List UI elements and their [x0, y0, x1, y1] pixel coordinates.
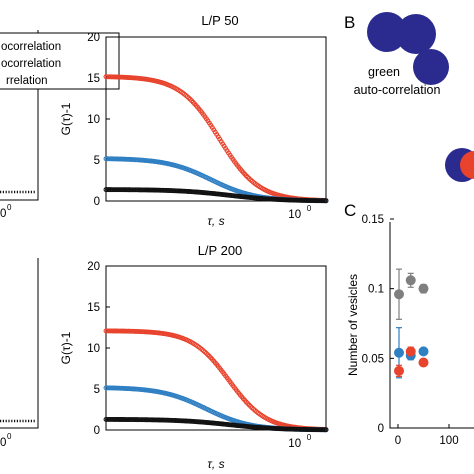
panel-c-letter: C — [344, 201, 356, 220]
panel-c-series — [394, 268, 429, 379]
data-point — [418, 283, 429, 294]
data-point — [323, 427, 329, 433]
x-tick-label: 100 — [439, 435, 458, 447]
left-panel-bottom: 0 0 — [0, 258, 39, 449]
panel-lp50: L/P 50 0 5 10 15 20 10 0 G(τ)-1 τ, s — [59, 13, 329, 228]
data-point — [394, 289, 404, 300]
legend: ocorrelation ocorrelation rrelation — [0, 32, 120, 90]
series-grey — [394, 268, 429, 320]
x-tick-label: 0 — [395, 435, 401, 447]
panel-lp50-x-label: τ, s — [207, 214, 224, 228]
panel-b: B green auto-correlation — [344, 12, 474, 182]
data-point — [394, 365, 404, 376]
panel-b-note-line1: green — [368, 65, 400, 79]
panel-lp200-frame — [105, 265, 327, 431]
vesicle-circle — [413, 49, 449, 85]
legend-entry-3: rrelation — [6, 75, 48, 87]
x-tick-exponent: 0 — [307, 433, 312, 442]
y-tick-label: 10 — [87, 343, 100, 355]
vesicle-circle — [367, 12, 407, 52]
panel-c-y-label: Number of vesicles — [346, 274, 360, 376]
panel-lp50-y-label: G(τ)-1 — [59, 102, 73, 135]
y-tick-label: 0.15 — [362, 214, 384, 226]
panel-lp50-y-ticks: 0 5 10 15 20 — [87, 32, 110, 208]
panel-lp200-y-ticks: 0 5 10 15 20 — [87, 261, 110, 437]
y-tick-label: 0.05 — [362, 353, 384, 365]
panel-lp50-series — [103, 74, 329, 204]
data-point — [323, 198, 329, 204]
panel-c: C 0 0.05 0.1 0.15 0 100 Number of vesicles — [344, 201, 474, 447]
panel-lp200-series — [103, 328, 329, 433]
y-tick-label: 10 — [87, 114, 100, 126]
x-tick-exponent: 0 — [307, 204, 312, 213]
y-tick-label: 5 — [94, 384, 100, 396]
left-bottom-tick: 0 — [0, 437, 6, 449]
y-tick-label: 0 — [94, 196, 100, 208]
panel-lp200-x-label: τ, s — [207, 457, 224, 471]
data-point — [394, 347, 404, 358]
left-top-tick-exp: 0 — [7, 203, 12, 212]
panel-c-y-ticks: 0 0.05 0.1 0.15 — [362, 214, 394, 435]
panel-c-x-ticks: 0 100 — [395, 424, 459, 447]
y-tick-label: 0.1 — [368, 284, 384, 296]
legend-entry-1: ocorrelation — [1, 41, 61, 53]
left-bottom-tick-exp: 0 — [7, 432, 12, 441]
panel-lp200-title: L/P 200 — [198, 243, 243, 258]
panel-c-axes — [389, 222, 474, 429]
y-tick-label: 15 — [87, 73, 100, 85]
left-bottom-axes — [0, 258, 39, 429]
y-tick-label: 5 — [94, 155, 100, 167]
y-tick-label: 0 — [378, 423, 384, 435]
y-tick-label: 15 — [87, 302, 100, 314]
data-point — [405, 275, 416, 286]
data-point — [418, 357, 429, 368]
data-point — [405, 346, 416, 357]
legend-entry-2: ocorrelation — [1, 58, 61, 70]
panel-b-note-line2: auto-correlation — [354, 83, 441, 97]
series-black — [103, 416, 329, 433]
vesicle-circle — [460, 151, 474, 179]
x-tick-label: 10 — [288, 209, 301, 221]
series-red — [394, 346, 429, 378]
panel-lp50-frame — [105, 36, 327, 202]
data-point — [418, 346, 429, 357]
y-tick-label: 0 — [94, 425, 100, 437]
vesicle-circle — [396, 14, 436, 54]
legend-box — [0, 32, 120, 90]
panel-lp50-title: L/P 50 — [201, 13, 238, 28]
panel-lp200-y-label: G(τ)-1 — [59, 331, 73, 364]
panel-lp200: L/P 200 0 5 10 15 20 10 0 G(τ)-1 τ, s — [59, 243, 329, 471]
panel-b-letter: B — [344, 13, 355, 32]
series-black — [103, 187, 329, 204]
y-tick-label: 20 — [87, 261, 100, 273]
x-tick-label: 10 — [288, 438, 301, 450]
y-tick-label: 20 — [87, 32, 100, 44]
left-top-tick: 0 — [0, 208, 6, 220]
